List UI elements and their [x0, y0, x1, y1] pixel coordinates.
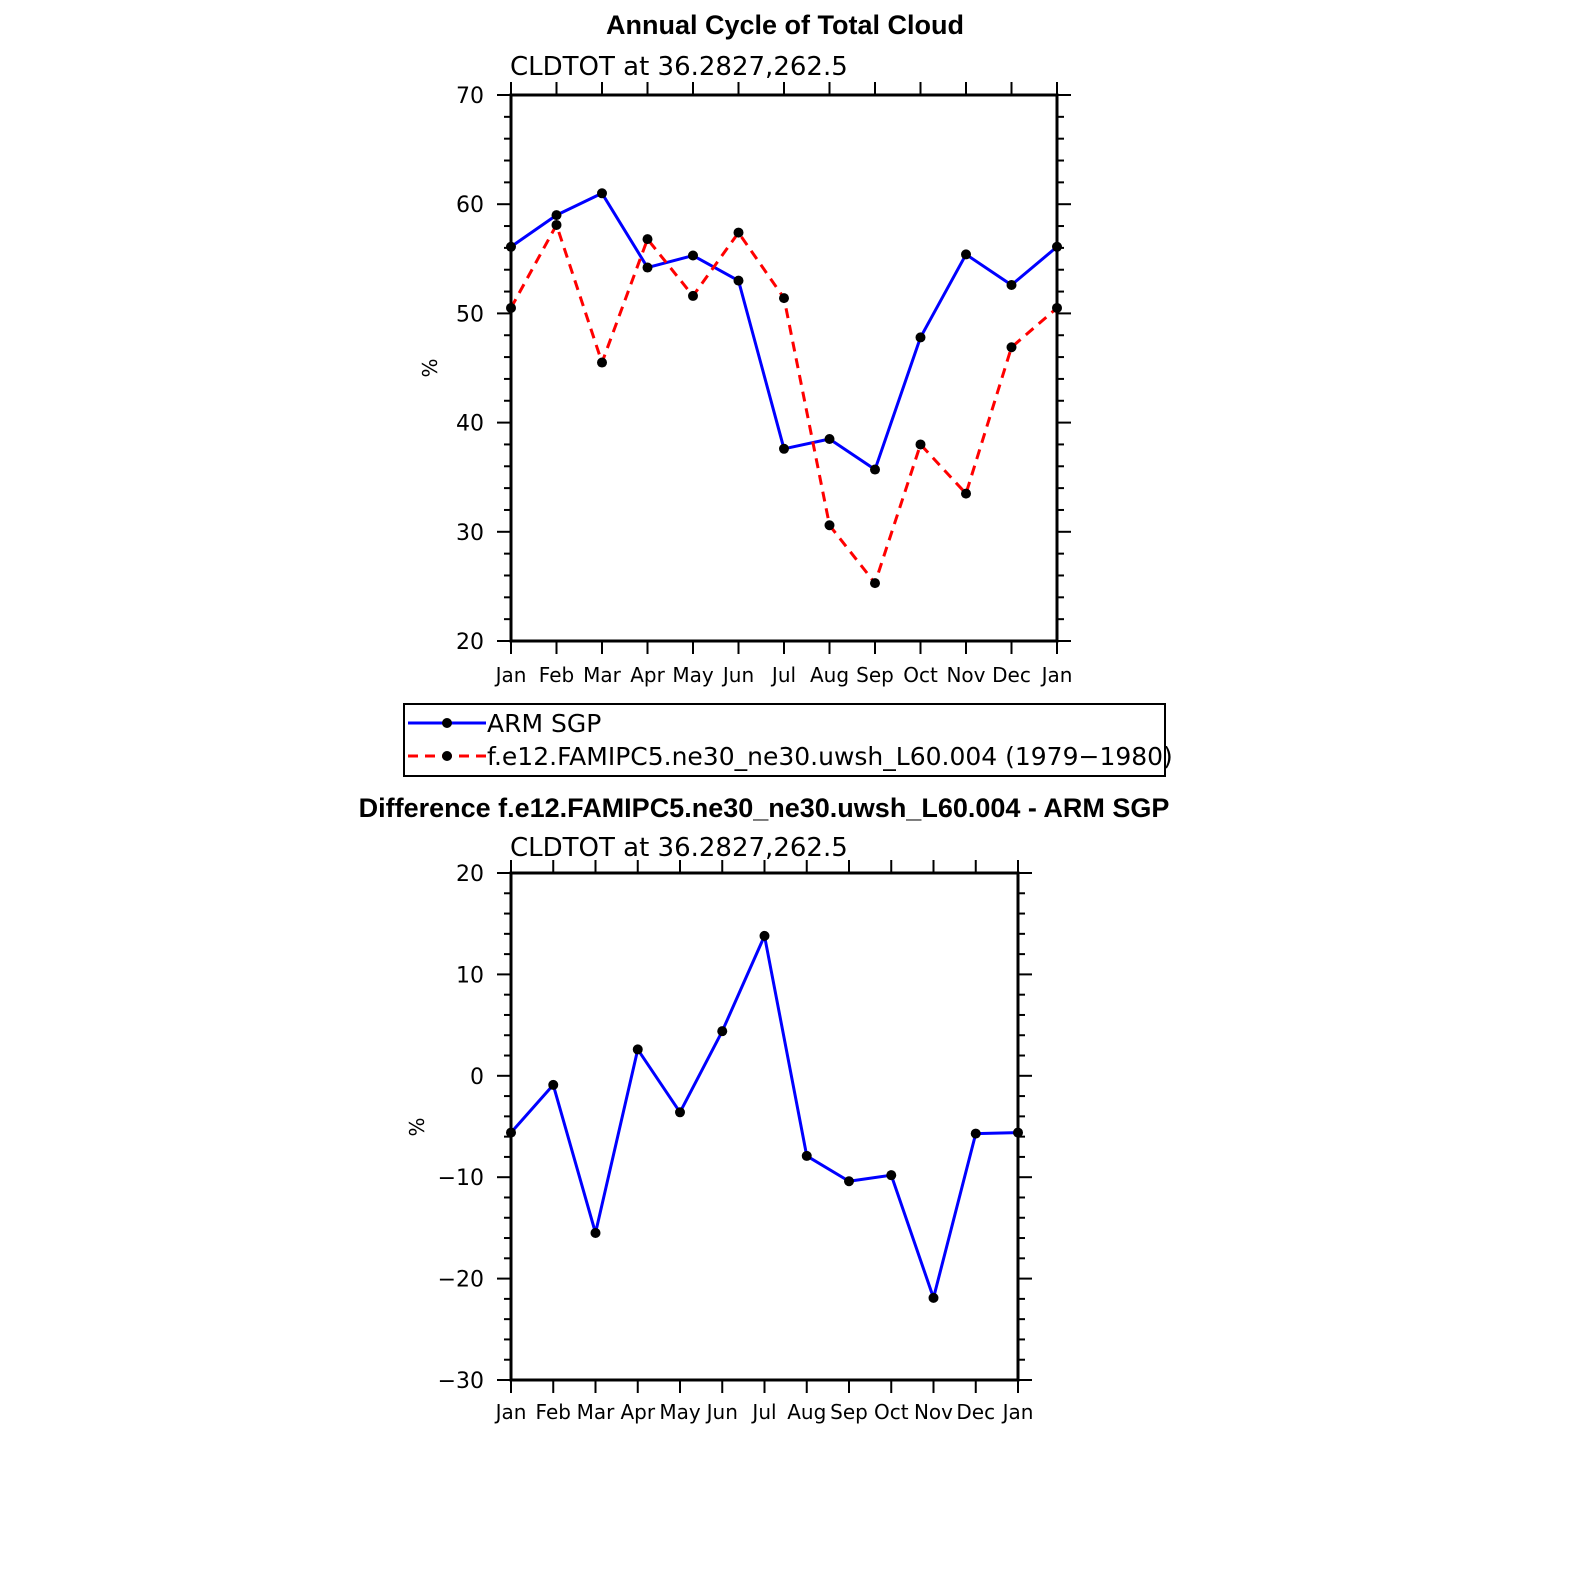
- data-point: [886, 1170, 897, 1181]
- data-point: [688, 250, 698, 261]
- y-tick-label: −20: [438, 1268, 484, 1293]
- data-point: [590, 1227, 601, 1238]
- x-tick-label: Sep: [830, 1400, 868, 1424]
- x-tick-label: Jun: [721, 663, 754, 687]
- data-point: [548, 1079, 559, 1090]
- data-point: [844, 1176, 854, 1187]
- data-point: [961, 249, 971, 260]
- y-tick-label: 70: [456, 84, 484, 109]
- x-tick-label: Aug: [787, 1400, 826, 1424]
- data-point: [915, 332, 926, 343]
- data-point: [551, 210, 562, 221]
- x-tick-label: Dec: [992, 663, 1031, 687]
- y-tick-label: −30: [438, 1369, 484, 1394]
- chart2-ylabel: %: [405, 1117, 429, 1136]
- legend-marker-arm-sgp: [442, 718, 452, 728]
- data-point: [1006, 342, 1017, 353]
- x-tick-label: Jun: [705, 1400, 738, 1424]
- x-tick-label: Nov: [914, 1400, 953, 1424]
- y-tick-label: 40: [456, 412, 484, 437]
- x-tick-label: Oct: [874, 1400, 909, 1424]
- y-tick-label: 30: [456, 521, 484, 546]
- data-point: [779, 443, 789, 454]
- data-point: [632, 1044, 643, 1055]
- series-line-0: [509, 934, 1019, 1300]
- data-point: [733, 227, 744, 238]
- x-tick-label: Dec: [956, 1400, 995, 1424]
- x-tick-label: Jul: [750, 1400, 776, 1424]
- data-point: [779, 293, 789, 304]
- data-point: [970, 1128, 981, 1139]
- y-tick-label: 0: [470, 1065, 484, 1090]
- x-tick-label: Mar: [577, 1400, 616, 1424]
- x-tick-label: Jan: [494, 663, 527, 687]
- data-point: [597, 357, 607, 368]
- data-point: [642, 262, 653, 273]
- legend-label-model: f.e12.FAMIPC5.ne30_ne30.uwsh_L60.004 (19…: [487, 742, 1173, 771]
- data-point: [759, 930, 770, 941]
- legend-label-arm-sgp: ARM SGP: [487, 709, 601, 738]
- chart1-title: Annual Cycle of Total Cloud: [606, 10, 964, 40]
- difference-chart: Difference f.e12.FAMIPC5.ne30_ne30.uwsh_…: [359, 793, 1170, 1424]
- y-tick-label: 50: [456, 302, 484, 327]
- x-tick-label: Jul: [770, 663, 796, 687]
- y-tick-label: −10: [438, 1166, 484, 1191]
- x-tick-label: Oct: [903, 663, 938, 687]
- series-line-1: [509, 223, 1058, 585]
- x-tick-label: Jan: [1040, 663, 1073, 687]
- data-point: [870, 578, 880, 589]
- x-tick-label: Apr: [630, 663, 665, 687]
- x-tick-label: Jan: [1001, 1400, 1034, 1424]
- chart1-ylabel: %: [418, 358, 442, 377]
- x-tick-label: Mar: [583, 663, 622, 687]
- data-point: [717, 1026, 728, 1037]
- x-tick-label: Apr: [620, 1400, 655, 1424]
- data-point: [928, 1292, 939, 1303]
- legend-box: [403, 703, 1166, 777]
- chart1-subtitle: CLDTOT at 36.2827,262.5: [510, 52, 848, 82]
- x-tick-label: Nov: [946, 663, 985, 687]
- data-point: [824, 433, 835, 444]
- y-tick-label: 60: [456, 193, 484, 218]
- data-point: [688, 290, 698, 301]
- y-tick-label: 10: [456, 963, 484, 988]
- x-tick-label: Jan: [494, 1400, 527, 1424]
- data-point: [961, 488, 971, 499]
- chart2-frame: [509, 871, 1020, 1382]
- annual-cycle-chart: Annual Cycle of Total Cloud CLDTOT at 36…: [418, 10, 1072, 687]
- x-tick-label: Feb: [536, 1400, 571, 1424]
- y-tick-label: 20: [456, 862, 484, 887]
- data-point: [801, 1150, 812, 1161]
- data-point: [597, 188, 607, 199]
- data-point: [642, 234, 653, 245]
- legend-marker-model: [442, 751, 452, 761]
- data-point: [733, 275, 744, 286]
- chart2-subtitle: CLDTOT at 36.2827,262.5: [510, 833, 848, 863]
- data-point: [870, 464, 880, 475]
- data-point: [824, 520, 835, 531]
- data-point: [1006, 280, 1017, 291]
- x-tick-label: Feb: [539, 663, 574, 687]
- data-point: [915, 439, 926, 450]
- legend: ARM SGP f.e12.FAMIPC5.ne30_ne30.uwsh_L60…: [403, 703, 1173, 777]
- x-tick-label: Sep: [856, 663, 894, 687]
- y-tick-label: 20: [456, 630, 484, 655]
- chart2-title: Difference f.e12.FAMIPC5.ne30_ne30.uwsh_…: [359, 793, 1170, 823]
- chart1-frame: [509, 93, 1059, 643]
- x-tick-label: May: [672, 663, 714, 687]
- data-point: [551, 219, 562, 230]
- x-tick-label: May: [659, 1400, 701, 1424]
- data-point: [675, 1107, 685, 1118]
- x-tick-label: Aug: [810, 663, 849, 687]
